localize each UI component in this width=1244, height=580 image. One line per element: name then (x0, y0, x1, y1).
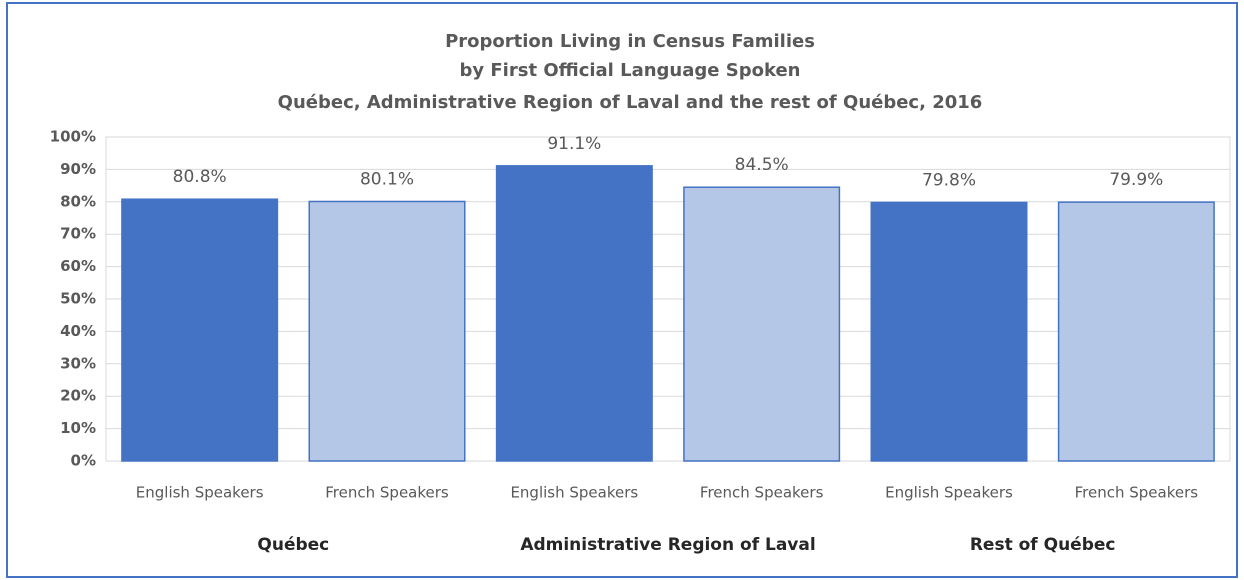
bar (1057, 201, 1215, 462)
x-tick-label: English Speakers (136, 484, 264, 502)
y-tick-label: 60% (60, 257, 96, 275)
x-tick-label: English Speakers (510, 484, 638, 502)
value-label: 80.1% (360, 169, 414, 189)
bar (495, 165, 653, 462)
y-tick-label: 100% (50, 128, 96, 146)
value-label: 80.8% (173, 167, 227, 187)
group-label: Rest of Québec (970, 535, 1116, 555)
y-tick-label: 10% (60, 419, 96, 437)
bar (308, 200, 466, 462)
chart-title: by First Official Language Spoken (460, 60, 801, 81)
group-label: Administrative Region of Laval (520, 535, 815, 555)
y-tick-label: 50% (60, 290, 96, 308)
bar (870, 201, 1028, 462)
bar (683, 186, 841, 462)
x-tick-label: French Speakers (325, 484, 449, 502)
y-tick-label: 0% (71, 452, 96, 470)
value-label: 79.9% (1109, 170, 1163, 190)
y-tick-label: 30% (60, 354, 96, 372)
x-tick-label: French Speakers (700, 484, 824, 502)
y-tick-label: 90% (60, 160, 96, 178)
y-tick-label: 40% (60, 322, 96, 340)
chart-title: Proportion Living in Census Families (445, 31, 815, 52)
value-label: 91.1% (547, 134, 601, 154)
y-tick-label: 20% (60, 387, 96, 405)
plot-area (105, 136, 1231, 462)
x-tick-label: English Speakers (885, 484, 1013, 502)
bar (121, 198, 279, 462)
x-tick-label: French Speakers (1075, 484, 1199, 502)
chart-title: Québec, Administrative Region of Laval a… (278, 92, 983, 113)
value-label: 79.8% (922, 170, 976, 190)
y-tick-label: 80% (60, 192, 96, 210)
group-label: Québec (257, 535, 329, 555)
y-tick-label: 70% (60, 225, 96, 243)
value-label: 84.5% (735, 155, 789, 175)
